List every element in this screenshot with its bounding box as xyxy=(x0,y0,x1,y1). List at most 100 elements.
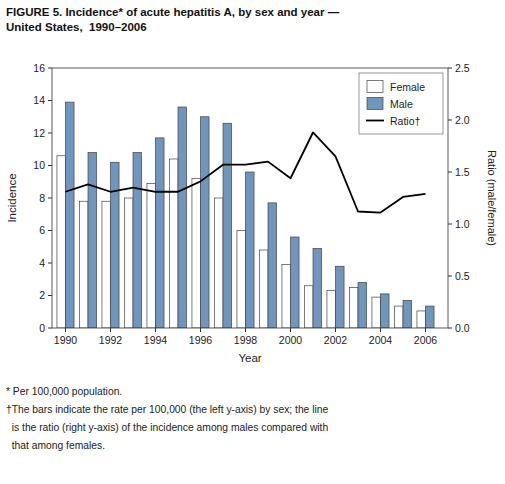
x-tick xyxy=(65,328,66,332)
bar-series xyxy=(57,156,426,328)
bar xyxy=(178,107,187,328)
bar xyxy=(268,203,277,328)
bar xyxy=(169,159,178,328)
x-tick xyxy=(200,328,201,332)
bar xyxy=(381,294,390,328)
bar xyxy=(282,265,291,328)
y2-tick-label: 2.5 xyxy=(455,62,470,74)
bar xyxy=(394,306,403,328)
bar-series xyxy=(66,102,435,328)
footnote: * Per 100,000 population. xyxy=(6,386,122,397)
footnote: †The bars indicate the rate per 100,000 … xyxy=(6,404,329,415)
bar xyxy=(88,153,97,329)
y-tick xyxy=(48,198,52,199)
bar xyxy=(57,156,66,328)
x-tick xyxy=(335,328,336,332)
y-tick xyxy=(48,133,52,134)
bar xyxy=(66,102,75,328)
bar xyxy=(111,162,120,328)
footnote: is the ratio (right y-axis) of the incid… xyxy=(6,422,328,433)
titles: FIGURE 5. Incidence* of acute hepatitis … xyxy=(6,6,340,33)
x-tick-label: 1996 xyxy=(189,334,213,346)
y2-tick-label: 1.5 xyxy=(455,166,470,178)
bar xyxy=(403,300,412,328)
y-tick-label: 6 xyxy=(39,224,45,236)
bar xyxy=(291,237,300,328)
legend-label: Male xyxy=(390,98,413,110)
y-tick xyxy=(48,230,52,231)
bar xyxy=(327,291,336,328)
y-tick-label: 14 xyxy=(33,94,45,106)
y-tick xyxy=(48,165,52,166)
legend-label: Ratio† xyxy=(390,115,421,127)
y2-tick-label: 0.0 xyxy=(455,322,470,334)
plot-frame xyxy=(52,68,448,328)
x-tick xyxy=(290,328,291,332)
y-tick xyxy=(48,295,52,296)
x-tick-label: 2002 xyxy=(324,334,348,346)
y2-tick xyxy=(448,120,452,121)
bar xyxy=(372,297,381,328)
legend: Female Male Ratio† xyxy=(359,73,443,134)
y2-tick xyxy=(448,172,452,173)
ratio-line xyxy=(66,132,426,212)
bar xyxy=(124,198,133,328)
bar xyxy=(426,306,435,328)
x-tick-label: 1990 xyxy=(54,334,78,346)
bar xyxy=(246,172,255,328)
title: FIGURE 5. Incidence* of acute hepatitis … xyxy=(6,6,340,18)
y2-tick xyxy=(448,68,452,69)
bar xyxy=(313,248,322,328)
x-tick-label: 2006 xyxy=(414,334,438,346)
x-tick-label: 1998 xyxy=(234,334,258,346)
x-tick xyxy=(380,328,381,332)
chart: FIGURE 5. Incidence* of acute hepatitis … xyxy=(0,0,505,484)
y2-tick-label: 0.5 xyxy=(455,270,470,282)
footnote: that among females. xyxy=(6,440,105,451)
footnotes: * Per 100,000 population. †The bars indic… xyxy=(6,386,329,451)
bar xyxy=(156,138,165,328)
x-tick xyxy=(155,328,156,332)
y-tick-label: 4 xyxy=(39,257,45,269)
axes: 1990199219941996199820002002200420060246… xyxy=(6,62,498,365)
x-tick xyxy=(110,328,111,332)
y-tick-label: 10 xyxy=(33,159,45,171)
y-tick xyxy=(48,100,52,101)
y-tick-label: 8 xyxy=(39,192,45,204)
y-tick-label: 2 xyxy=(39,289,45,301)
x-axis-label: Year xyxy=(238,352,261,364)
y2-tick xyxy=(448,224,452,225)
legend-box xyxy=(359,73,443,134)
bar xyxy=(349,287,358,328)
y2-tick-label: 2.0 xyxy=(455,114,470,126)
x-tick xyxy=(425,328,426,332)
y-tick-label: 16 xyxy=(33,62,45,74)
x-tick-label: 2000 xyxy=(279,334,303,346)
bar xyxy=(133,153,142,329)
legend-swatch xyxy=(367,81,383,93)
x-tick-label: 1994 xyxy=(144,334,168,346)
legend-label: Female xyxy=(390,81,425,93)
bar xyxy=(259,250,268,328)
y2-axis-label: Ratio (male/female) xyxy=(486,150,498,246)
y2-tick xyxy=(448,276,452,277)
bar xyxy=(304,286,313,328)
x-tick-label: 2004 xyxy=(369,334,393,346)
bar xyxy=(237,231,246,329)
y2-tick xyxy=(448,328,452,329)
bar xyxy=(102,201,111,328)
subtitle: United States, 1990–2006 xyxy=(6,21,147,33)
bar xyxy=(147,183,156,328)
x-tick xyxy=(245,328,246,332)
legend-swatch xyxy=(366,120,384,122)
data xyxy=(57,102,434,328)
bar xyxy=(223,123,232,328)
bar xyxy=(201,117,210,328)
y-tick-label: 12 xyxy=(33,127,45,139)
y-tick xyxy=(48,263,52,264)
x-tick-label: 1992 xyxy=(99,334,123,346)
bar xyxy=(192,179,201,329)
bar xyxy=(358,283,367,329)
y-tick xyxy=(48,68,52,69)
background xyxy=(0,0,505,484)
